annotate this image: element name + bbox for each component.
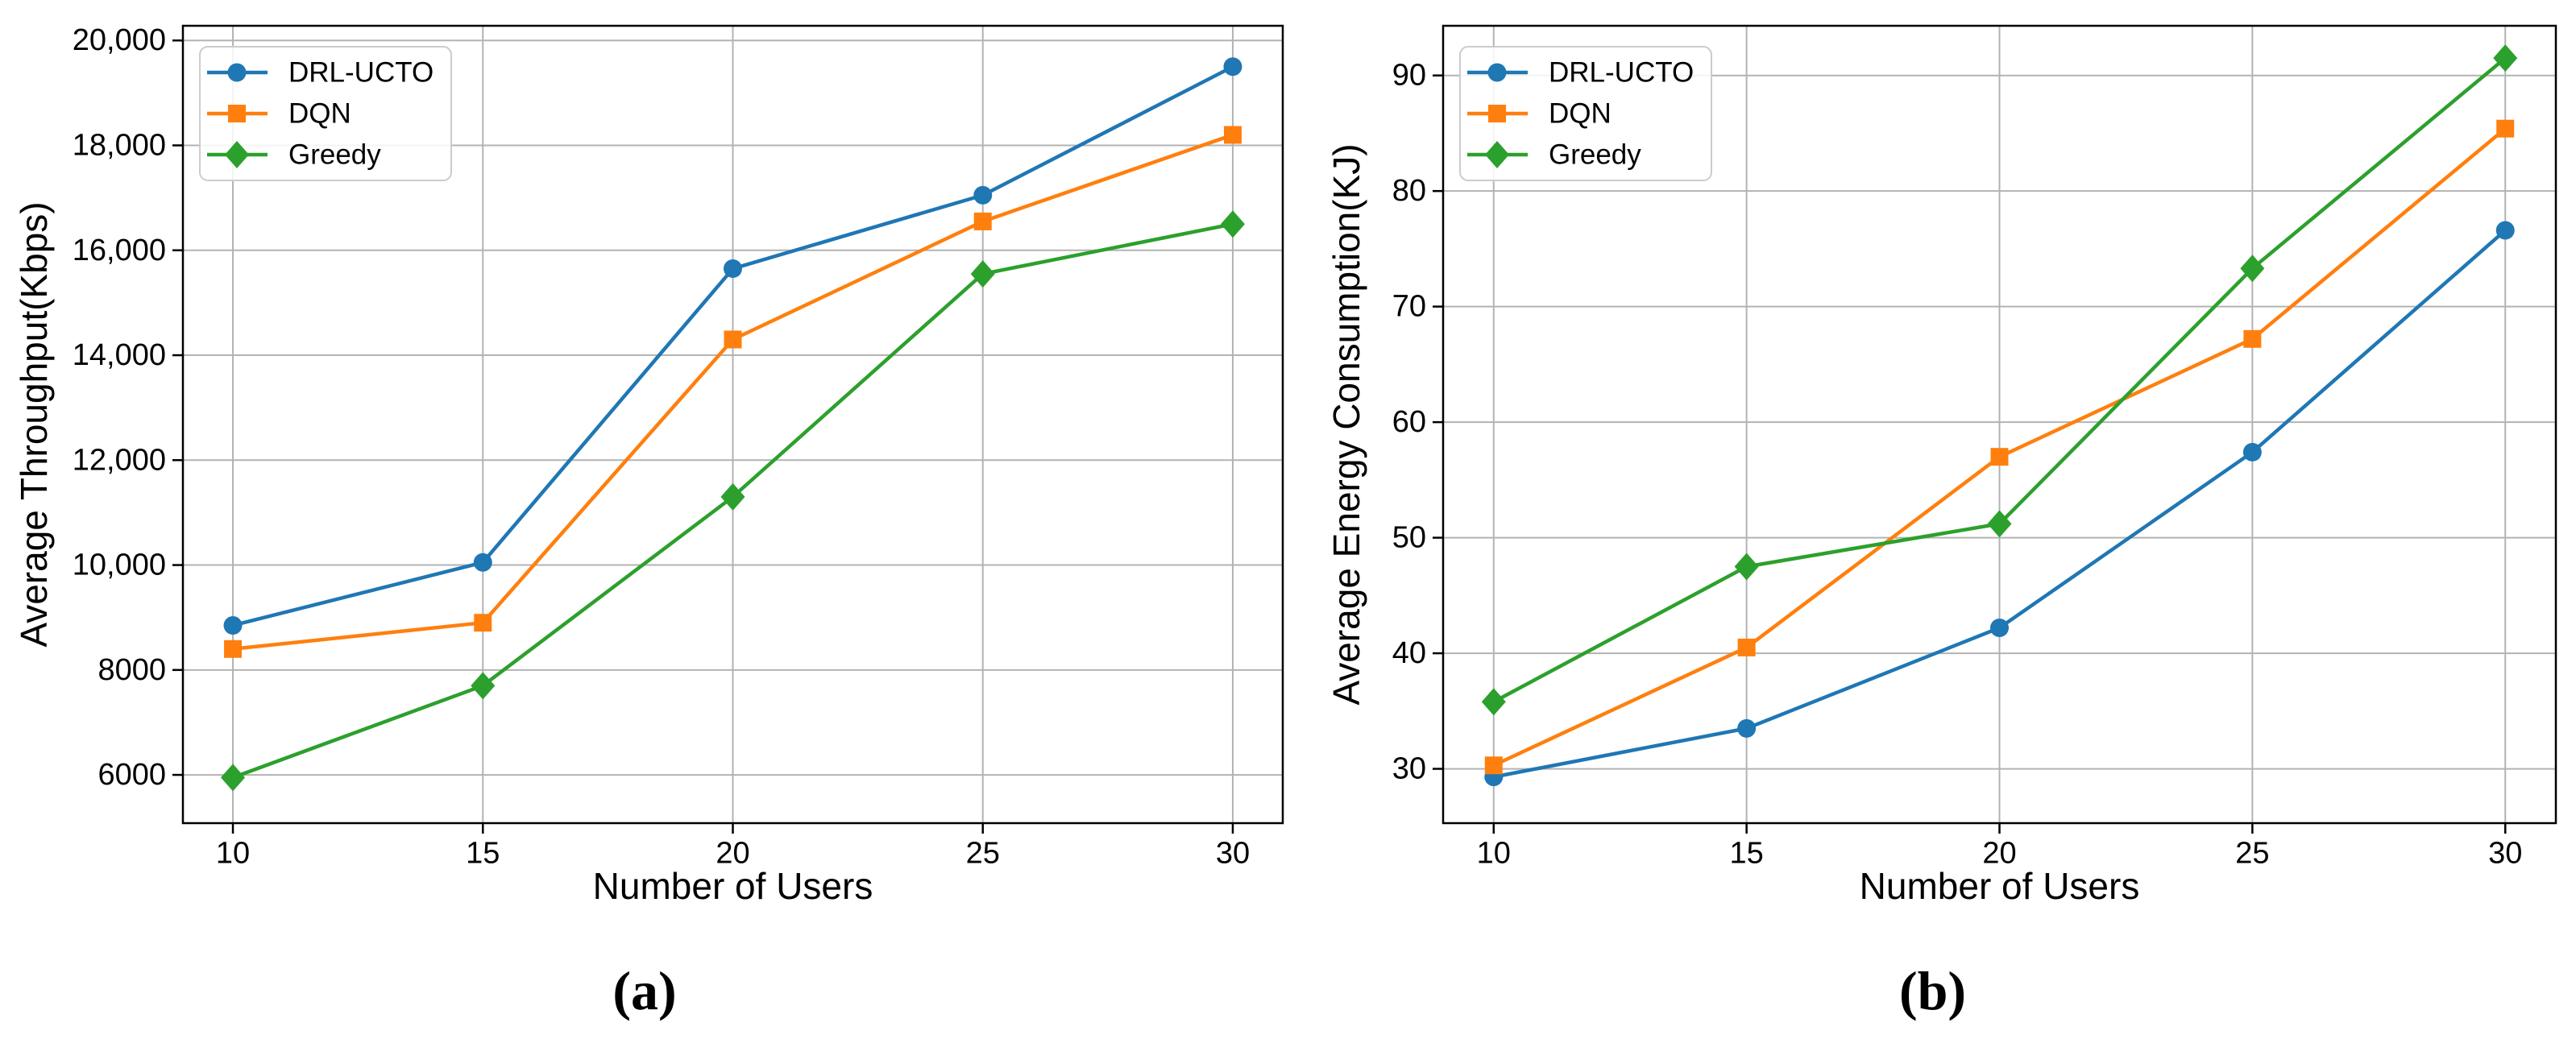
- data-point-marker: [2496, 119, 2515, 138]
- subfigure-a-caption: (a): [612, 960, 677, 1021]
- legend-entry: Greedy: [207, 139, 381, 171]
- series-dqn: [224, 126, 1242, 658]
- legend-entry: DQN: [207, 98, 351, 130]
- data-point-marker: [473, 553, 492, 572]
- y-axis-b: 30 40 50 60 70 80 90: [1392, 59, 1443, 786]
- y-tick-label: 10,000: [73, 548, 166, 582]
- y-tick-label: 12,000: [73, 443, 166, 477]
- y-tick-label: 80: [1392, 174, 1426, 208]
- y-tick-label: 16,000: [73, 234, 166, 267]
- subfigure-b-caption: (b): [1898, 960, 1967, 1021]
- legend-marker-circle: [227, 63, 247, 82]
- legend-label: Greedy: [1549, 139, 1641, 171]
- x-axis-title: Number of Users: [1860, 865, 2140, 907]
- data-point-marker: [1220, 210, 1245, 238]
- data-point-marker: [973, 212, 992, 230]
- x-axis-title: Number of Users: [593, 865, 873, 907]
- legend-box: [1459, 46, 1712, 181]
- chart-a: 10 15 20 25 30 6000 8000 10,000 12,000 14,000 16,0…: [13, 23, 1284, 907]
- data-point-marker: [724, 259, 742, 279]
- data-point-marker: [221, 764, 246, 792]
- data-point-marker: [2243, 329, 2262, 348]
- y-tick-label: 60: [1392, 405, 1426, 439]
- x-tick-label: 25: [966, 836, 1000, 870]
- y-tick-label: 90: [1392, 59, 1426, 93]
- legend-label: DQN: [288, 98, 351, 130]
- data-point-marker: [1484, 756, 1503, 775]
- x-tick-label: 10: [216, 836, 250, 870]
- series-dqn: [1484, 119, 2515, 775]
- series-greedy: [221, 210, 1245, 792]
- y-tick-label: 40: [1392, 636, 1426, 670]
- y-axis-title: Average Energy Consumption(KJ): [1325, 143, 1367, 705]
- legend-b: DRL-UCTO DQN Greedy: [1459, 46, 1712, 181]
- data-point-marker: [1481, 688, 1506, 716]
- data-point-marker: [471, 672, 496, 700]
- y-tick-label: 30: [1392, 752, 1426, 786]
- data-point-marker: [2242, 442, 2262, 462]
- legend-entry: DRL-UCTO: [207, 57, 433, 89]
- y-tick-label: 14,000: [73, 338, 166, 372]
- y-tick-label: 6000: [97, 758, 166, 792]
- data-point-marker: [1737, 638, 1756, 656]
- x-axis-a: 10 15 20 25 30: [216, 823, 1250, 870]
- data-point-marker: [2493, 44, 2518, 72]
- x-tick-label: 30: [2488, 836, 2522, 870]
- data-point-marker: [1223, 126, 1242, 144]
- data-point-marker: [2240, 255, 2265, 283]
- data-point-marker: [1737, 718, 1757, 738]
- legend-entry: DRL-UCTO: [1467, 57, 1694, 89]
- x-tick-label: 15: [1729, 836, 1763, 870]
- legend-a: DRL-UCTO DQN Greedy: [199, 46, 452, 181]
- legend-box: [199, 46, 452, 181]
- legend-marker-diamond: [225, 141, 249, 168]
- data-point-marker: [1734, 553, 1759, 581]
- data-point-marker: [1990, 448, 2009, 466]
- legend-marker-square: [228, 105, 246, 122]
- y-tick-label: 50: [1392, 521, 1426, 555]
- legend-marker-diamond: [1485, 141, 1509, 168]
- data-point-marker: [970, 260, 995, 288]
- data-point-marker: [973, 185, 993, 205]
- x-axis-b: 10 15 20 25 30: [1477, 823, 2522, 870]
- x-tick-label: 15: [466, 836, 500, 870]
- x-tick-label: 30: [1216, 836, 1250, 870]
- data-point-marker: [474, 614, 492, 632]
- x-tick-label: 10: [1477, 836, 1511, 870]
- y-tick-label: 70: [1392, 290, 1426, 324]
- data-point-marker: [1223, 57, 1242, 77]
- series-drl-ucto: [223, 57, 1242, 635]
- data-point-marker: [1990, 619, 2009, 638]
- data-point-marker: [724, 330, 742, 349]
- data-point-marker: [224, 640, 243, 658]
- y-axis-a: 6000 8000 10,000 12,000 14,000 16,000 18,000 20…: [73, 23, 183, 792]
- legend-label: DRL-UCTO: [288, 57, 433, 89]
- y-axis-title: Average Throughput(Kbps): [13, 201, 55, 647]
- x-tick-label: 20: [1982, 836, 2016, 870]
- series-greedy: [1481, 44, 2518, 716]
- legend-label: DRL-UCTO: [1549, 57, 1694, 89]
- legend-marker-square: [1488, 105, 1506, 122]
- data-point-marker: [1987, 510, 2012, 538]
- chart-b: 10 15 20 25 30 30 40 50 60 70 80 90 Number of Users A…: [1325, 24, 2557, 907]
- data-point-marker: [2495, 221, 2515, 240]
- y-tick-label: 20,000: [73, 23, 166, 57]
- data-point-marker: [223, 615, 243, 635]
- x-tick-label: 20: [716, 836, 749, 870]
- x-tick-label: 25: [2235, 836, 2269, 870]
- y-tick-label: 18,000: [73, 129, 166, 163]
- legend-entry: Greedy: [1467, 139, 1641, 171]
- legend-marker-circle: [1487, 63, 1507, 82]
- y-tick-label: 8000: [97, 653, 166, 687]
- data-point-marker: [720, 482, 745, 511]
- legend-label: DQN: [1549, 98, 1612, 130]
- legend-label: Greedy: [288, 139, 381, 171]
- legend-entry: DQN: [1467, 98, 1612, 130]
